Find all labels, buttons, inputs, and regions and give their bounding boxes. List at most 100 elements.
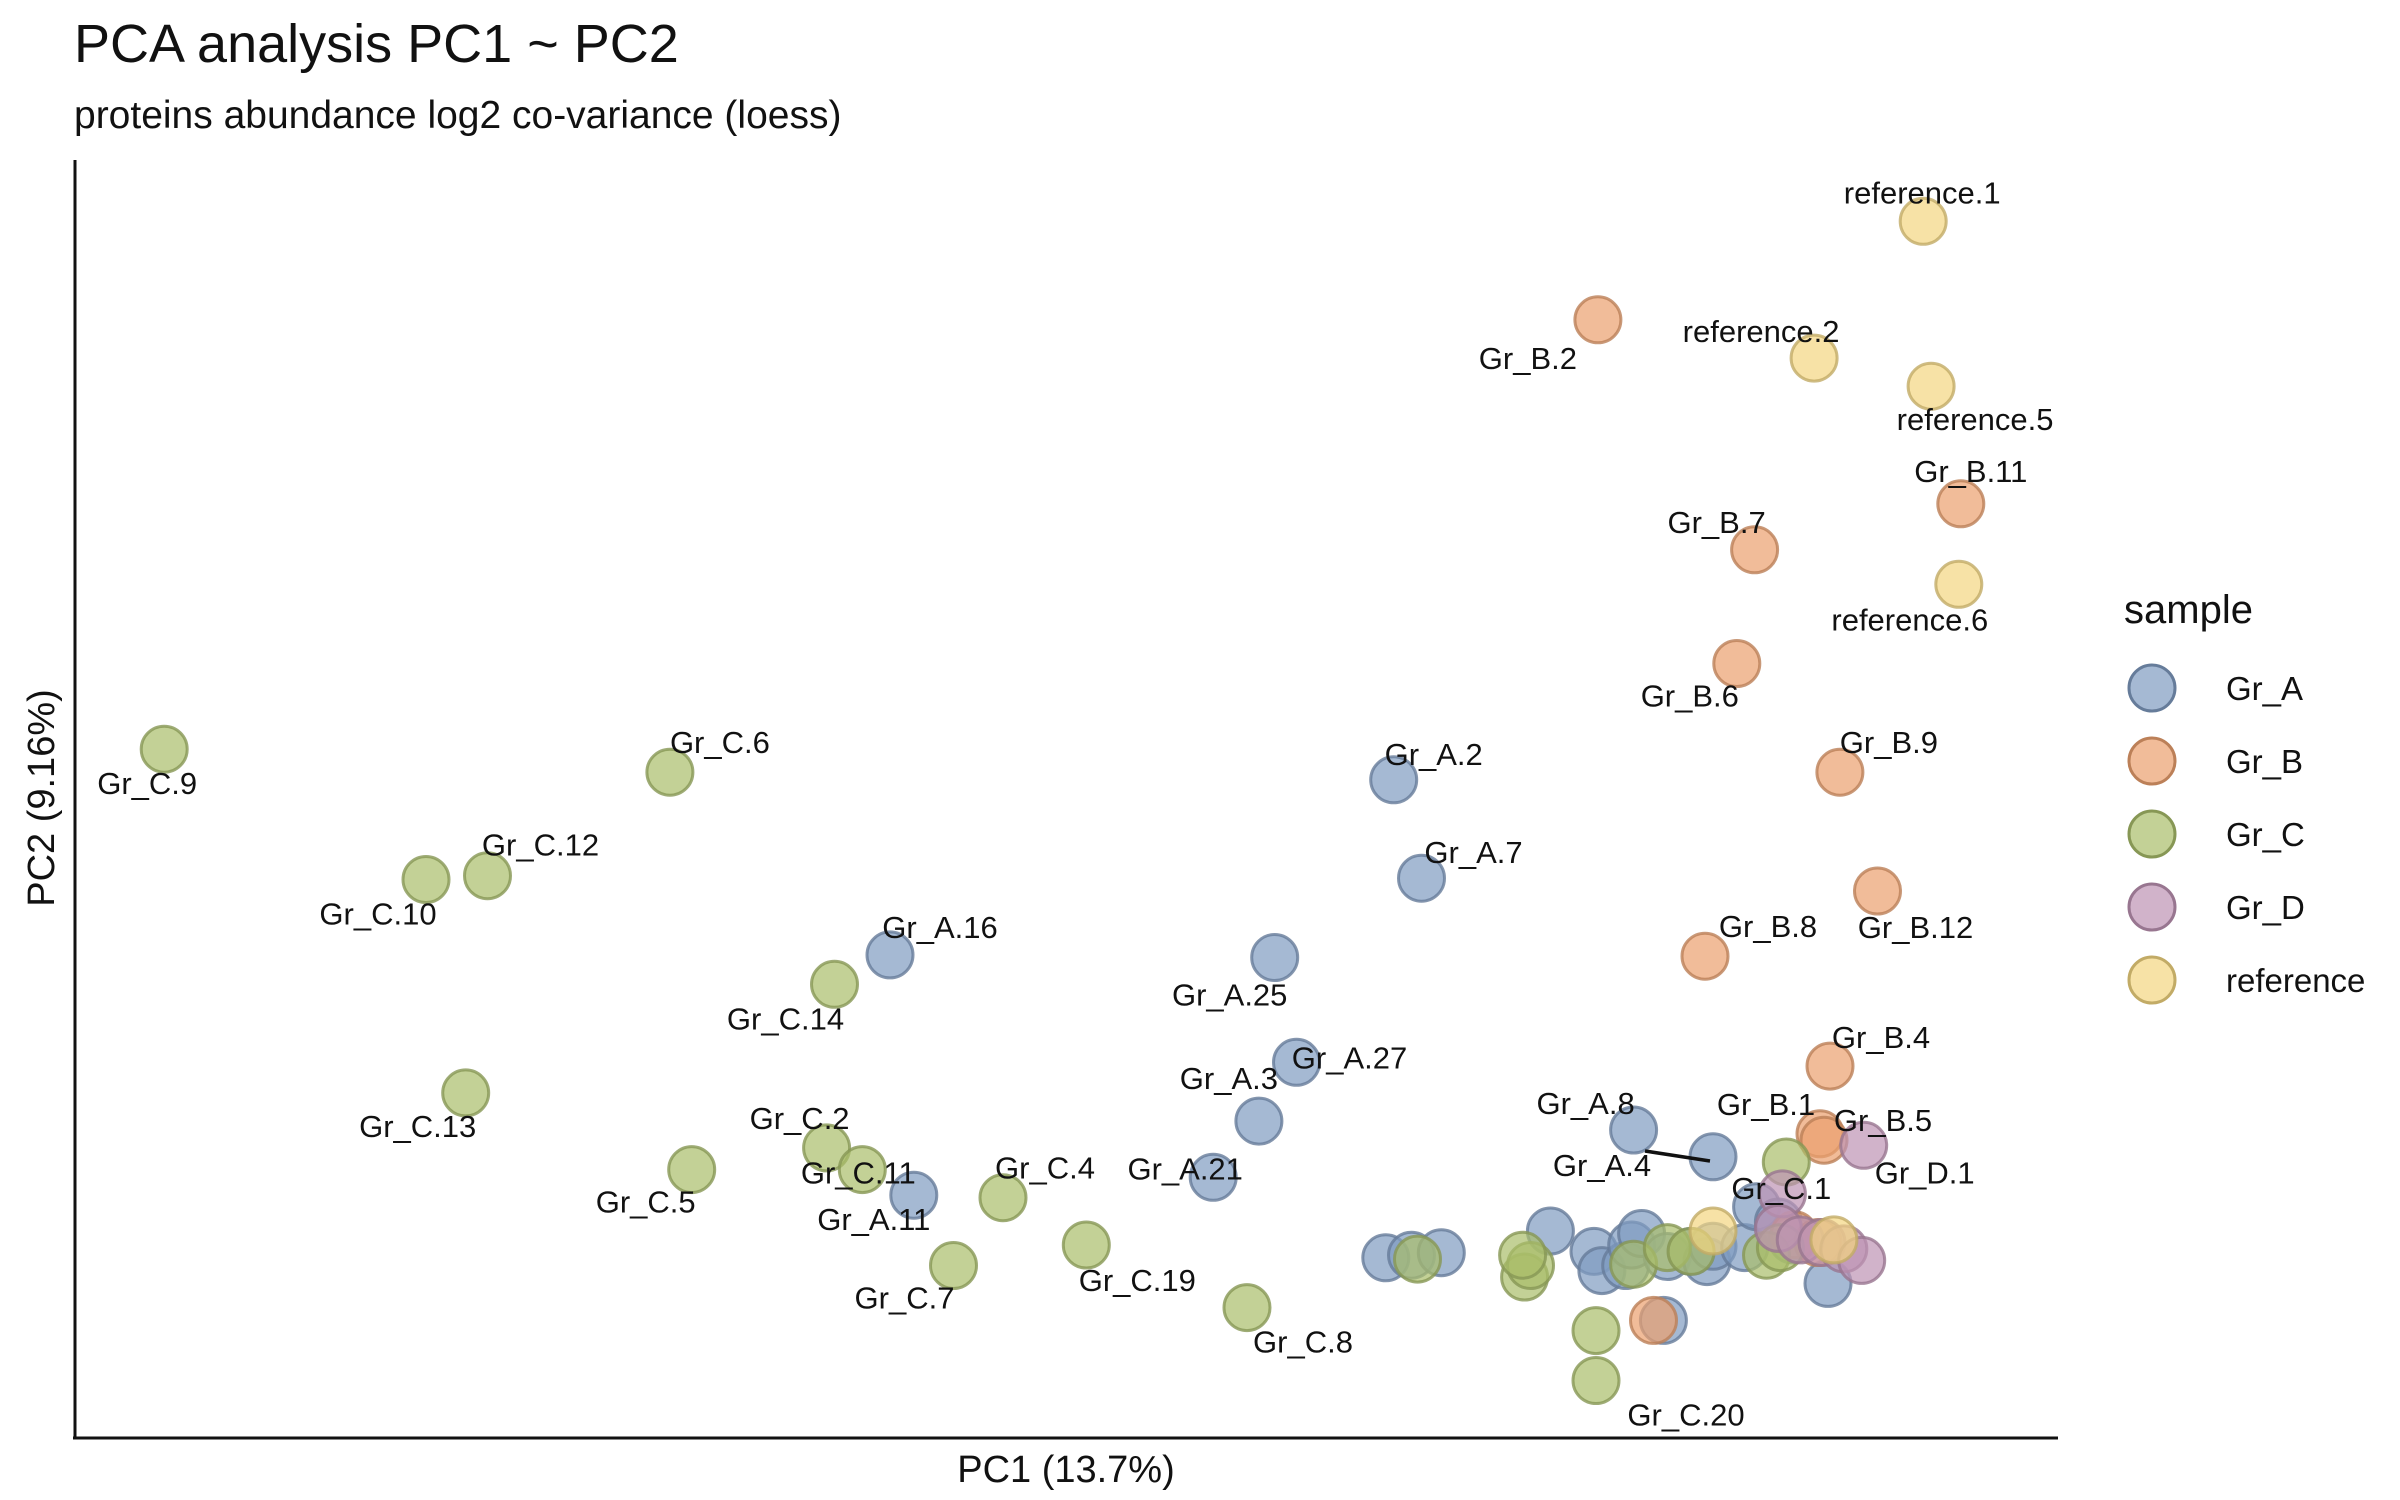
data-point-gr-b-3: [1730, 525, 1780, 575]
point-label-gr-b-9: Gr_B.9: [1840, 725, 1938, 760]
data-point-gr-c-4: [401, 855, 451, 904]
legend-label-gr-a: Gr_A: [2226, 670, 2303, 707]
point-label-gr-c-2: Gr_C.2: [750, 1101, 850, 1136]
data-point-gr-b-5: [1815, 747, 1865, 797]
data-point-gr-c-5: [810, 959, 859, 1009]
point-label-gr-b-4: Gr_B.4: [1832, 1020, 1930, 1055]
point-label-gr-a-25: Gr_A.25: [1172, 978, 1287, 1013]
data-point-gr-c-8: [837, 1145, 887, 1195]
y-axis-title: PC2 (9.16%): [21, 689, 63, 907]
chart-title: PCA analysis PC1 ~ PC2: [74, 14, 679, 74]
point-label-gr-c-8: Gr_C.8: [1253, 1325, 1353, 1360]
point-label-gr-a-7: Gr_A.7: [1424, 835, 1522, 870]
data-point-gr-a-1: [1369, 755, 1419, 805]
point-label-gr-b-6: Gr_B.6: [1641, 679, 1739, 714]
point-label-gr-b-8: Gr_B.8: [1719, 909, 1817, 944]
legend-key-reference: [2127, 955, 2177, 1005]
points-layer: [139, 196, 1986, 1405]
point-label-gr-a-27: Gr_A.27: [1292, 1040, 1407, 1075]
legend-label-gr-d: Gr_D: [2226, 889, 2305, 926]
label-leader-line: [1644, 1149, 1711, 1163]
legend-items: Gr_A Gr_B Gr_C Gr_D reference: [2127, 663, 2365, 1005]
data-point-gr-b-8: [1805, 1041, 1855, 1091]
legend-label-gr-b: Gr_B: [2226, 743, 2303, 780]
legend-key-gr-b: [2127, 736, 2177, 786]
point-label-gr-c-20: Gr_C.20: [1627, 1398, 1744, 1433]
data-point-gr-a-6: [1234, 1096, 1284, 1146]
point-label-reference-2: reference.2: [1683, 314, 1840, 349]
data-point-gr-b-11: [1629, 1295, 1678, 1345]
data-point-gr-a-10: [1688, 1132, 1738, 1182]
data-point-gr-c-10: [978, 1173, 1028, 1223]
point-label-gr-b-2: Gr_B.2: [1479, 341, 1577, 376]
legend-title: sample: [2124, 588, 2253, 632]
data-point-gr-c-19: [1498, 1230, 1548, 1280]
data-point-gr-c-15: [1571, 1356, 1621, 1405]
data-point-gr-a-3: [1250, 933, 1300, 982]
data-point-gr-a-8: [889, 1170, 939, 1220]
data-point-gr-c-2: [645, 747, 695, 797]
legend-label-reference: reference: [2226, 962, 2365, 999]
point-label-gr-d-1: Gr_D.1: [1875, 1155, 1975, 1190]
data-point-reference-6: [1809, 1215, 1859, 1265]
data-point-gr-c-20: [1571, 1306, 1621, 1356]
data-point-gr-b-1: [1573, 295, 1623, 345]
point-label-gr-a-4: Gr_A.4: [1553, 1148, 1651, 1183]
point-label-gr-c-13: Gr_C.13: [359, 1109, 476, 1144]
point-label-gr-c-14: Gr_C.14: [727, 1001, 844, 1036]
data-point-reference-4: [1934, 559, 1984, 609]
data-point-gr-b-7: [1680, 931, 1730, 981]
point-label-gr-a-11: Gr_A.11: [817, 1202, 930, 1237]
point-label-gr-a-8: Gr_A.8: [1536, 1086, 1634, 1121]
data-point-reference-1: [1898, 196, 1948, 246]
data-point-gr-b-2: [1936, 479, 1986, 529]
data-point-gr-c-13: [1222, 1283, 1272, 1333]
point-label-gr-c-7: Gr_C.7: [855, 1281, 955, 1316]
point-label-gr-a-16: Gr_A.16: [882, 910, 997, 945]
point-label-gr-c-1: Gr_C.1: [1731, 1171, 1831, 1206]
data-point-gr-c-6: [441, 1068, 491, 1118]
data-point-gr-a-2: [1397, 853, 1446, 903]
legend-label-gr-c: Gr_C: [2226, 816, 2305, 853]
data-point-gr-c-9: [667, 1145, 717, 1195]
point-label-reference-1: reference.1: [1844, 175, 2001, 210]
legend-key-gr-d: [2127, 882, 2177, 932]
data-point-gr-a-9: [1609, 1105, 1659, 1155]
point-label-gr-a-2: Gr_A.2: [1385, 737, 1483, 772]
data-point-gr-c-1: [139, 724, 189, 774]
data-point-gr-c-11: [1061, 1220, 1111, 1270]
plot-area: Gr_A.2 Gr_A.7 Gr_A.25 Gr_A.16 Gr_A.27 Gr_A.3 G…: [97, 175, 2053, 1432]
point-label-gr-b-7: Gr_B.7: [1667, 505, 1765, 540]
data-point-gr-c-12: [929, 1241, 978, 1290]
point-labels-layer: Gr_A.2 Gr_A.7 Gr_A.25 Gr_A.16 Gr_A.27 Gr_A.3 G…: [97, 175, 2053, 1432]
data-point-gr-a-5: [1272, 1037, 1321, 1087]
x-axis-title: PC1 (13.7%): [957, 1449, 1175, 1491]
point-label-gr-a-3: Gr_A.3: [1180, 1061, 1278, 1096]
point-label-gr-c-4: Gr_C.4: [995, 1151, 1095, 1186]
data-point-gr-c-16: [1393, 1234, 1442, 1284]
point-label-gr-b-12: Gr_B.12: [1858, 910, 1973, 945]
point-label-gr-c-5: Gr_C.5: [596, 1185, 696, 1220]
point-label-gr-c-19: Gr_C.19: [1079, 1263, 1196, 1298]
data-point-reference-2: [1789, 333, 1839, 383]
point-label-reference-6: reference.6: [1831, 602, 1988, 637]
data-point-gr-c-7: [802, 1123, 852, 1173]
data-point-gr-b-4: [1712, 639, 1762, 688]
legend-key-gr-c: [2127, 809, 2177, 859]
data-point-gr-c-3: [463, 851, 512, 901]
point-label-gr-c-12: Gr_C.12: [482, 828, 599, 863]
data-point-gr-a-4: [865, 930, 915, 980]
data-point-gr-d-1: [1839, 1120, 1889, 1170]
chart-subtitle: proteins abundance log2 co-variance (loe…: [74, 94, 841, 137]
data-point-reference-5: [1688, 1206, 1738, 1256]
point-label-gr-a-21: Gr_A.21: [1127, 1151, 1242, 1186]
point-label-gr-b-5: Gr_B.5: [1834, 1103, 1932, 1138]
point-label-gr-c-11: Gr_C.11: [801, 1156, 916, 1191]
point-label-gr-c-10: Gr_C.10: [319, 897, 436, 932]
legend: sample Gr_A Gr_B Gr_C Gr_D reference: [2124, 588, 2365, 1005]
data-point-gr-a-7: [1188, 1152, 1238, 1202]
point-label-gr-b-11: Gr_B.11: [1914, 454, 2027, 489]
point-label-gr-c-9: Gr_C.9: [97, 766, 197, 801]
point-label-reference-5: reference.5: [1897, 402, 2054, 437]
